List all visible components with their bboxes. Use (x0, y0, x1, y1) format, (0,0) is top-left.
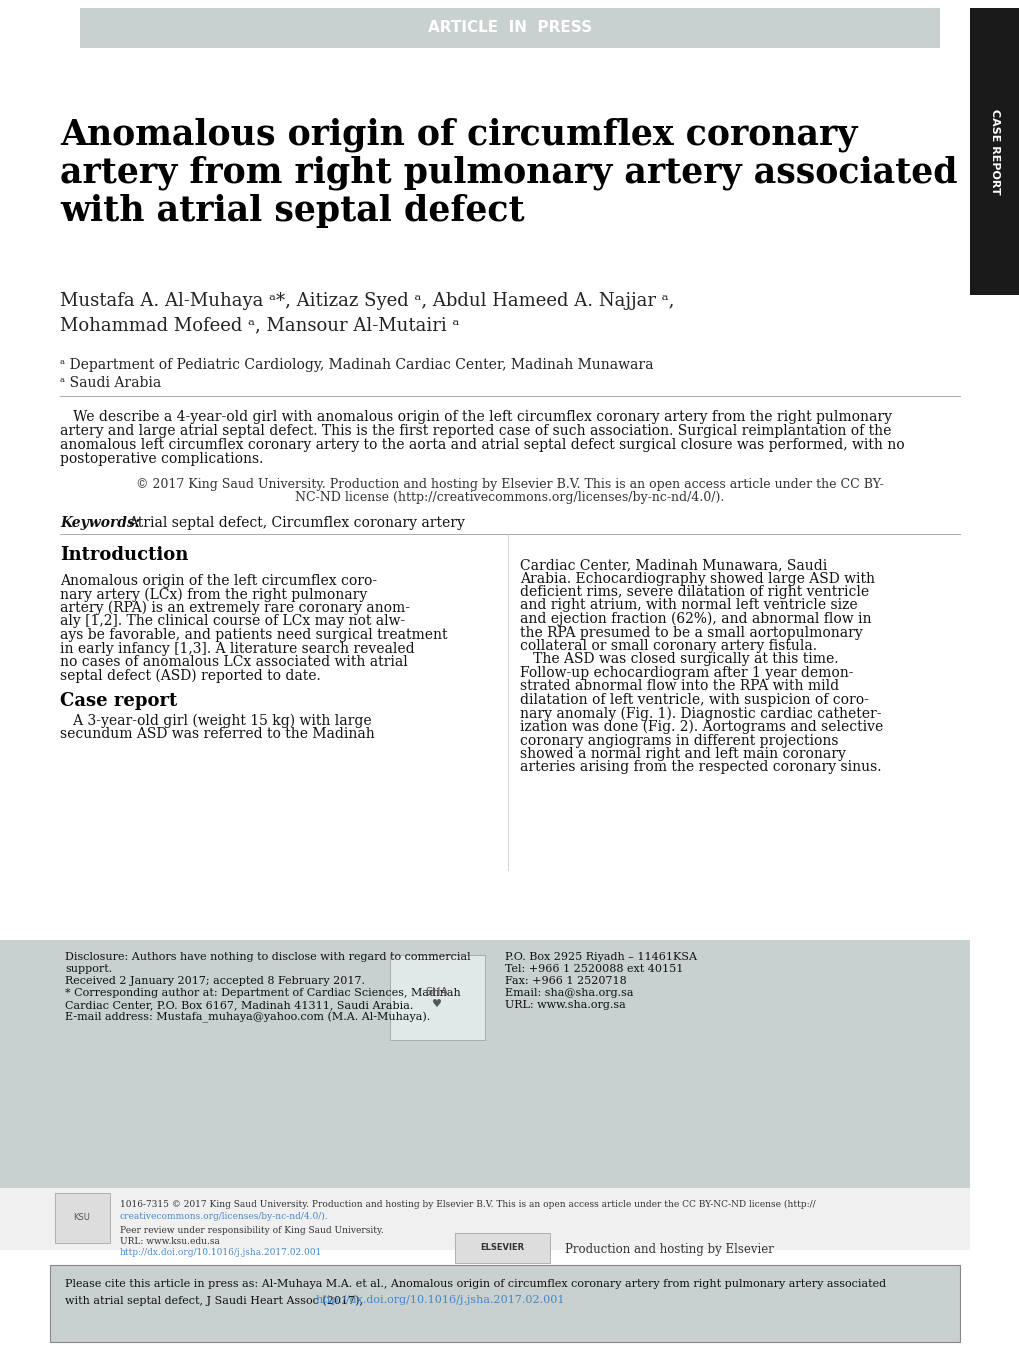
Text: The ASD was closed surgically at this time.: The ASD was closed surgically at this ti… (520, 653, 838, 666)
Text: postoperative complications.: postoperative complications. (60, 453, 263, 466)
Text: ays be favorable, and patients need surgical treatment: ays be favorable, and patients need surg… (60, 628, 447, 642)
Text: anomalous left circumflex coronary artery to the aorta and atrial septal defect : anomalous left circumflex coronary arter… (60, 438, 904, 453)
Text: Mohammad Mofeed ᵃ, Mansour Al-Mutairi ᵃ: Mohammad Mofeed ᵃ, Mansour Al-Mutairi ᵃ (60, 316, 459, 334)
Text: ELSEVIER: ELSEVIER (480, 1243, 524, 1252)
Text: no cases of anomalous LCx associated with atrial: no cases of anomalous LCx associated wit… (60, 655, 408, 669)
Text: nary artery (LCx) from the right pulmonary: nary artery (LCx) from the right pulmona… (60, 588, 367, 603)
Text: ᵃ Saudi Arabia: ᵃ Saudi Arabia (60, 376, 161, 390)
Text: P.O. Box 2925 Riyadh – 11461KSA: P.O. Box 2925 Riyadh – 11461KSA (504, 952, 696, 962)
Text: ization was done (Fig. 2). Aortograms and selective: ization was done (Fig. 2). Aortograms an… (520, 720, 882, 735)
Bar (0, 1188, 969, 1250)
Text: aly [1,2]. The clinical course of LCx may not alw-: aly [1,2]. The clinical course of LCx ma… (60, 615, 405, 628)
Bar (55, 1193, 110, 1243)
Text: Please cite this article in press as: Al-Muhaya M.A. et al., Anomalous origin of: Please cite this article in press as: Al… (65, 1279, 886, 1289)
Text: Mustafa A. Al-Muhaya ᵃ*, Aitizaz Syed ᵃ, Abdul Hameed A. Najjar ᵃ,: Mustafa A. Al-Muhaya ᵃ*, Aitizaz Syed ᵃ,… (60, 292, 674, 309)
Text: with atrial septal defect, J Saudi Heart Assoc (2017),: with atrial septal defect, J Saudi Heart… (65, 1296, 366, 1305)
Text: SHA
♥: SHA ♥ (425, 988, 448, 1009)
Text: Introduction: Introduction (60, 546, 189, 563)
Text: 1016-7315 © 2017 King Saud University. Production and hosting by Elsevier B.V. T: 1016-7315 © 2017 King Saud University. P… (120, 1200, 815, 1209)
Text: Disclosure: Authors have nothing to disclose with regard to commercial: Disclosure: Authors have nothing to disc… (65, 952, 470, 962)
Text: Keywords:: Keywords: (60, 516, 145, 530)
Text: Atrial septal defect, Circumflex coronary artery: Atrial septal defect, Circumflex coronar… (127, 516, 465, 530)
Text: secundum ASD was referred to the Madinah: secundum ASD was referred to the Madinah (60, 727, 374, 742)
Text: Production and hosting by Elsevier: Production and hosting by Elsevier (565, 1243, 773, 1256)
Bar (454, 1233, 549, 1263)
Bar (389, 955, 484, 1040)
Text: Tel: +966 1 2520088 ext 40151: Tel: +966 1 2520088 ext 40151 (504, 965, 683, 974)
Text: deficient rims, severe dilatation of right ventricle: deficient rims, severe dilatation of rig… (520, 585, 868, 598)
Text: Cardiac Center, Madinah Munawara, Saudi: Cardiac Center, Madinah Munawara, Saudi (520, 558, 826, 571)
Text: URL: www.ksu.edu.sa: URL: www.ksu.edu.sa (120, 1238, 220, 1246)
Text: with atrial septal defect: with atrial septal defect (60, 195, 524, 228)
Text: KSU: KSU (73, 1213, 91, 1223)
Bar (0, 940, 969, 1188)
Text: Fax: +966 1 2520718: Fax: +966 1 2520718 (504, 975, 626, 986)
Text: Received 2 January 2017; accepted 8 February 2017.: Received 2 January 2017; accepted 8 Febr… (65, 975, 365, 986)
Text: support.: support. (65, 965, 112, 974)
Text: showed a normal right and left main coronary: showed a normal right and left main coro… (520, 747, 845, 761)
Text: ᵃ Department of Pediatric Cardiology, Madinah Cardiac Center, Madinah Munawara: ᵃ Department of Pediatric Cardiology, Ma… (60, 358, 653, 372)
Text: E-mail address: Mustafa_muhaya@yahoo.com (M.A. Al-Muhaya).: E-mail address: Mustafa_muhaya@yahoo.com… (65, 1012, 430, 1023)
Bar (79, 8, 940, 49)
Text: artery from right pulmonary artery associated: artery from right pulmonary artery assoc… (60, 155, 957, 190)
Text: * Corresponding author at: Department of Cardiac Sciences, Madinah: * Corresponding author at: Department of… (65, 988, 461, 998)
Text: Email: sha@sha.org.sa: Email: sha@sha.org.sa (504, 988, 633, 998)
Text: creativecommons.org/licenses/by-nc-nd/4.0/).: creativecommons.org/licenses/by-nc-nd/4.… (120, 1212, 328, 1221)
Text: Arabia. Echocardiography showed large ASD with: Arabia. Echocardiography showed large AS… (520, 571, 874, 585)
Text: artery and large atrial septal defect. This is the first reported case of such a: artery and large atrial septal defect. T… (60, 424, 891, 438)
Text: dilatation of left ventricle, with suspicion of coro-: dilatation of left ventricle, with suspi… (520, 693, 868, 707)
Text: and right atrium, with normal left ventricle size: and right atrium, with normal left ventr… (520, 598, 857, 612)
Text: in early infancy [1,3]. A literature search revealed: in early infancy [1,3]. A literature sea… (60, 642, 414, 655)
Text: collateral or small coronary artery fistula.: collateral or small coronary artery fist… (520, 639, 816, 653)
Text: arteries arising from the respected coronary sinus.: arteries arising from the respected coro… (520, 761, 880, 774)
Text: Case report: Case report (60, 692, 177, 711)
Text: septal defect (ASD) reported to date.: septal defect (ASD) reported to date. (60, 669, 320, 682)
Text: We describe a 4-year-old girl with anomalous origin of the left circumflex coron: We describe a 4-year-old girl with anoma… (60, 409, 892, 424)
Bar (50, 1265, 959, 1342)
Text: coronary angiograms in different projections: coronary angiograms in different project… (520, 734, 838, 747)
Text: strated abnormal flow into the RPA with mild: strated abnormal flow into the RPA with … (520, 680, 839, 693)
Text: http://dx.doi.org/10.1016/j.jsha.2017.02.001: http://dx.doi.org/10.1016/j.jsha.2017.02… (120, 1248, 322, 1256)
Text: Anomalous origin of circumflex coronary: Anomalous origin of circumflex coronary (60, 118, 857, 153)
Text: ARTICLE  IN  PRESS: ARTICLE IN PRESS (428, 20, 591, 35)
Bar (969, 8, 1019, 295)
Text: and ejection fraction (62%), and abnormal flow in: and ejection fraction (62%), and abnorma… (520, 612, 870, 627)
Text: A 3-year-old girl (weight 15 kg) with large: A 3-year-old girl (weight 15 kg) with la… (60, 713, 371, 728)
Text: CASE REPORT: CASE REPORT (989, 108, 999, 195)
Text: NC-ND license (http://creativecommons.org/licenses/by-nc-nd/4.0/).: NC-ND license (http://creativecommons.or… (296, 490, 723, 504)
Text: the RPA presumed to be a small aortopulmonary: the RPA presumed to be a small aortopulm… (520, 626, 862, 639)
Text: artery (RPA) is an extremely rare coronary anom-: artery (RPA) is an extremely rare corona… (60, 601, 410, 616)
Text: © 2017 King Saud University. Production and hosting by Elsevier B.V. This is an : © 2017 King Saud University. Production … (136, 478, 883, 490)
Text: http://dx.doi.org/10.1016/j.jsha.2017.02.001: http://dx.doi.org/10.1016/j.jsha.2017.02… (315, 1296, 565, 1305)
Text: URL: www.sha.org.sa: URL: www.sha.org.sa (504, 1000, 625, 1011)
Text: Peer review under responsibility of King Saud University.: Peer review under responsibility of King… (120, 1225, 383, 1235)
Text: nary anomaly (Fig. 1). Diagnostic cardiac catheter-: nary anomaly (Fig. 1). Diagnostic cardia… (520, 707, 880, 721)
Text: Cardiac Center, P.O. Box 6167, Madinah 41311, Saudi Arabia.: Cardiac Center, P.O. Box 6167, Madinah 4… (65, 1000, 413, 1011)
Text: Anomalous origin of the left circumflex coro-: Anomalous origin of the left circumflex … (60, 574, 377, 588)
Text: Follow-up echocardiogram after 1 year demon-: Follow-up echocardiogram after 1 year de… (520, 666, 853, 680)
